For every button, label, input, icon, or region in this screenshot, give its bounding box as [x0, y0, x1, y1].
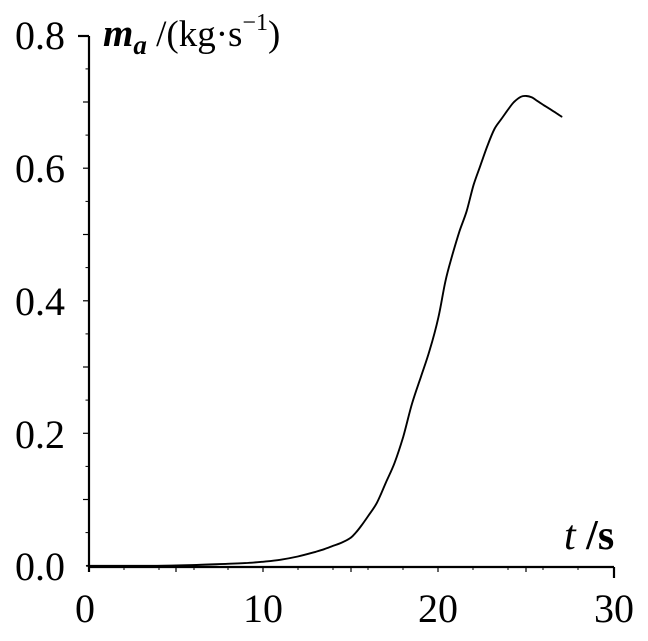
svg-text:t /s: t /s [564, 513, 614, 559]
svg-text:30: 30 [594, 586, 634, 631]
svg-text:0.2: 0.2 [15, 412, 65, 457]
svg-text:0.6: 0.6 [15, 146, 65, 191]
svg-text:10: 10 [243, 586, 283, 631]
svg-text:0.4: 0.4 [15, 279, 65, 324]
svg-text:20: 20 [418, 586, 458, 631]
svg-text:0.0: 0.0 [15, 544, 65, 589]
svg-text:0.8: 0.8 [15, 13, 65, 58]
svg-text:0: 0 [75, 586, 95, 631]
svg-text:ma /(kg·s−1): ma /(kg·s−1) [103, 10, 280, 60]
